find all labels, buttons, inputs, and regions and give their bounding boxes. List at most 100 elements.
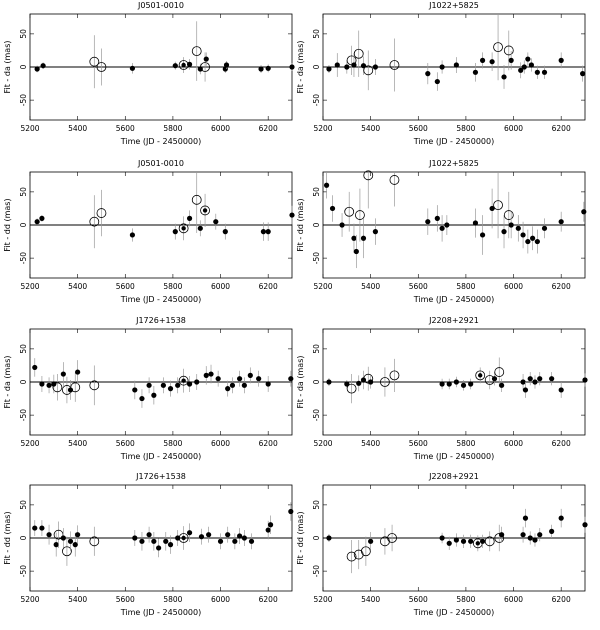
filled-marker <box>181 226 186 231</box>
filled-marker <box>329 205 336 212</box>
filled-marker <box>186 215 193 221</box>
filled-marker <box>353 248 359 255</box>
filled-marker <box>167 386 174 392</box>
filled-marker <box>215 376 221 382</box>
x-tick-label: 5400 <box>361 439 380 448</box>
filled-marker <box>528 62 535 68</box>
filled-marker <box>75 532 81 538</box>
filled-marker <box>34 219 40 225</box>
residual-panel: J1022+5825 5200 5400 5600 5800 6000 6200 50 0 -50… <box>296 159 587 304</box>
filled-marker <box>532 379 538 385</box>
filled-marker <box>146 382 152 388</box>
y-tick-label: 50 <box>19 344 28 354</box>
open-marker <box>353 48 364 59</box>
filled-marker <box>247 372 253 378</box>
filled-marker <box>39 215 45 221</box>
open-marker <box>493 42 503 53</box>
y-tick-label: 50 <box>312 344 321 354</box>
filled-marker <box>534 238 540 245</box>
x-axis-label: Time (JD - 2450000) <box>120 137 201 146</box>
x-tick-label: 5400 <box>361 595 380 604</box>
filled-marker <box>139 395 145 402</box>
filled-marker <box>334 62 340 68</box>
filled-marker <box>439 225 445 231</box>
panel-title: J0501-0010 <box>137 1 184 10</box>
y-tick-label: 50 <box>19 187 28 197</box>
filled-marker <box>60 535 66 541</box>
y-axis-label: Fit - da (mas) <box>296 356 305 409</box>
y-axis-label: Fit - dd (mas) <box>3 198 12 251</box>
open-marker <box>355 210 365 220</box>
open-marker <box>344 206 355 217</box>
x-tick-label: 5200 <box>313 282 332 291</box>
residual-panel: J0501-0010 5200 5400 5600 5800 6000 6200 50 0 -50… <box>3 159 295 304</box>
x-tick-label: 5800 <box>163 124 182 133</box>
filled-marker <box>522 515 529 521</box>
filled-marker <box>541 69 548 75</box>
filled-marker <box>172 63 178 69</box>
y-axis-label: Fit - da (mas) <box>296 41 305 94</box>
filled-marker <box>460 382 467 388</box>
y-tick-label: 50 <box>19 500 28 510</box>
filled-marker <box>151 538 157 544</box>
x-tick-label: 5800 <box>456 282 475 291</box>
x-tick-label: 6000 <box>211 595 230 604</box>
x-tick-label: 5600 <box>116 439 135 448</box>
open-marker <box>484 536 495 547</box>
x-axis-label: Time (JD - 2450000) <box>413 295 494 304</box>
filled-marker <box>132 535 138 541</box>
filled-marker <box>34 66 40 72</box>
open-marker <box>346 383 357 394</box>
x-tick-label: 5200 <box>313 439 332 448</box>
residual-panel: J1726+1538 5200 5400 5600 5800 6000 6200 50 0 -50… <box>3 472 294 617</box>
x-tick-label: 6000 <box>504 439 523 448</box>
x-tick-label: 6200 <box>259 439 278 448</box>
filled-marker <box>229 382 236 388</box>
x-tick-label: 6000 <box>211 124 230 133</box>
filled-marker <box>453 62 459 68</box>
x-tick-label: 5400 <box>361 282 380 291</box>
x-tick-label: 5400 <box>68 124 87 133</box>
filled-marker <box>372 229 378 235</box>
filled-marker <box>558 219 564 225</box>
filled-marker <box>186 530 193 536</box>
filled-marker <box>499 382 505 388</box>
x-tick-label: 5800 <box>163 282 182 291</box>
filled-marker <box>356 380 362 386</box>
filled-marker <box>508 222 514 228</box>
open-marker <box>96 62 107 72</box>
filled-marker <box>172 229 178 235</box>
panel-title: J2208+2921 <box>428 472 479 481</box>
x-tick-label: 5800 <box>163 595 182 604</box>
filled-marker <box>534 69 540 75</box>
x-tick-label: 6200 <box>259 595 278 604</box>
y-tick-label: -50 <box>19 252 28 264</box>
filled-marker <box>60 371 66 377</box>
filled-marker <box>225 386 231 392</box>
open-marker <box>89 380 100 391</box>
filled-marker <box>558 515 564 521</box>
x-tick-label: 6000 <box>504 282 523 291</box>
filled-marker <box>186 61 193 67</box>
open-marker <box>52 382 63 393</box>
filled-marker <box>360 235 367 241</box>
y-tick-label: 50 <box>19 29 28 39</box>
y-tick-label: -50 <box>19 409 28 421</box>
filled-marker <box>439 535 445 541</box>
filled-marker <box>446 540 452 546</box>
filled-marker <box>222 229 228 235</box>
filled-marker <box>581 209 587 215</box>
filled-marker <box>479 57 486 63</box>
filled-marker <box>344 64 350 70</box>
filled-marker <box>237 376 243 382</box>
open-marker <box>389 175 400 185</box>
y-tick-label: -50 <box>312 94 321 106</box>
panel-title: J1726+1538 <box>135 316 186 325</box>
filled-marker <box>326 535 332 541</box>
filled-marker <box>213 219 219 225</box>
panel-title: J1726+1538 <box>135 472 186 481</box>
filled-marker <box>478 373 483 378</box>
x-tick-label: 6200 <box>552 124 571 133</box>
filled-marker <box>532 537 538 543</box>
filled-marker <box>208 371 214 377</box>
